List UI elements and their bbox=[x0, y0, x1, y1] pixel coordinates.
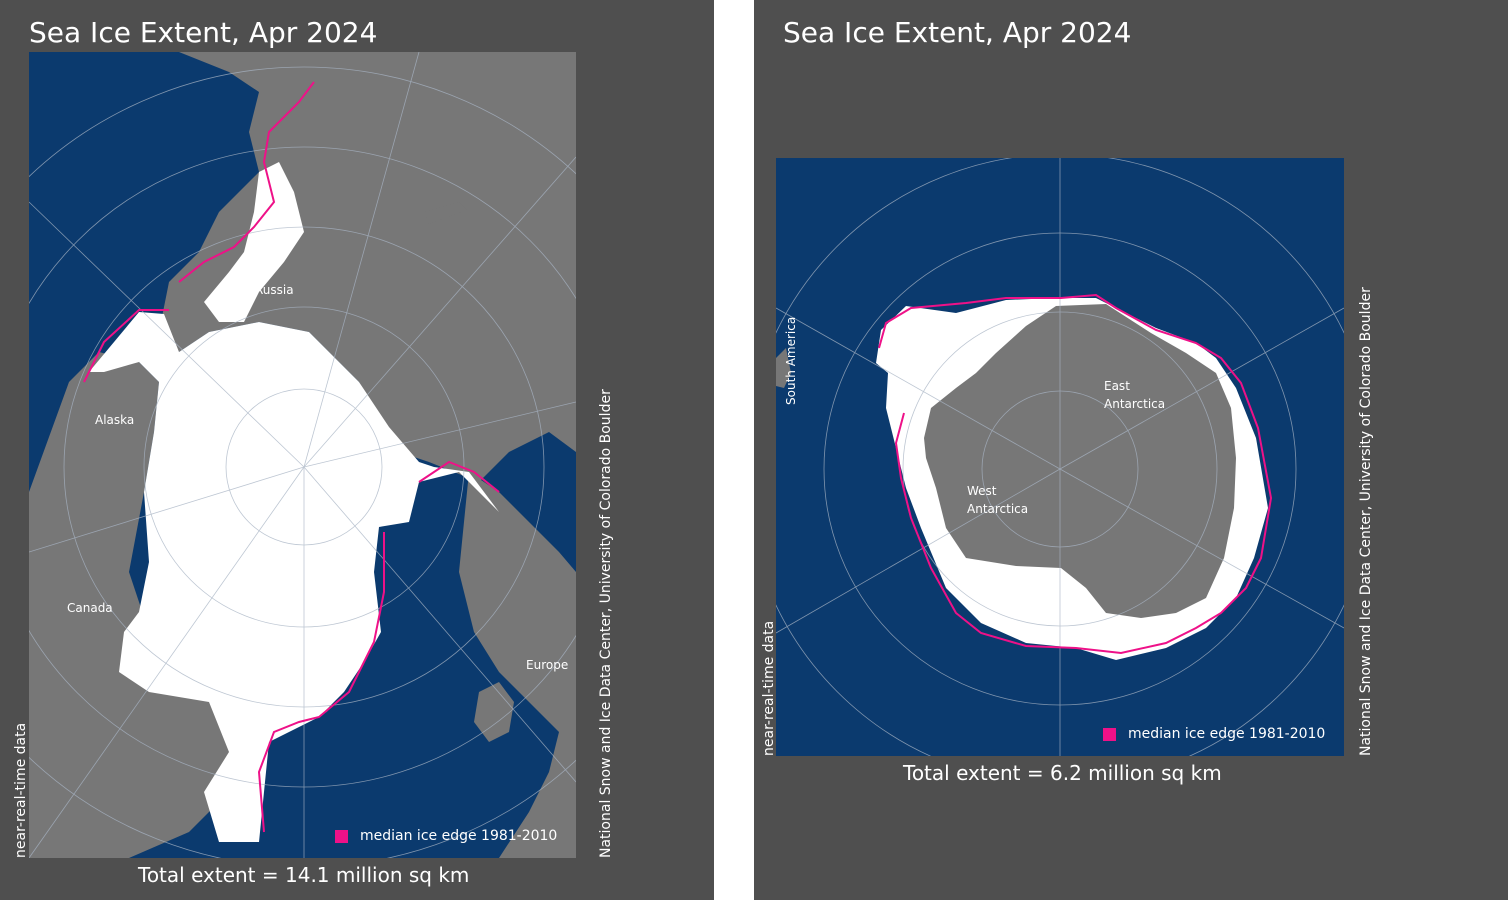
greenland-label: Greenland bbox=[275, 562, 337, 576]
antarctic-data-note: near-real-time data bbox=[761, 620, 777, 756]
arctic-data-note: near-real-time data bbox=[13, 722, 29, 858]
arctic-panel: Sea Ice Extent, Apr 2024 bbox=[0, 0, 714, 900]
arctic-credit: National Snow and Ice Data Center, Unive… bbox=[598, 389, 614, 858]
arctic-legend-label: median ice edge 1981-2010 bbox=[360, 828, 558, 844]
antarctica-landmass bbox=[924, 304, 1236, 618]
antarctic-legend: median ice edge 1981-2010 bbox=[1103, 726, 1325, 742]
antarctic-title: Sea Ice Extent, Apr 2024 bbox=[783, 16, 1132, 49]
south-america-landmass bbox=[776, 348, 791, 388]
arctic-graticule bbox=[29, 52, 576, 858]
antarctic-legend-label: median ice edge 1981-2010 bbox=[1128, 726, 1326, 742]
west-antarctica-label-1: West bbox=[967, 484, 997, 498]
uk-landmass bbox=[474, 682, 514, 742]
median-edge-swatch bbox=[335, 829, 348, 843]
arctic-median-edge bbox=[83, 81, 500, 833]
antarctic-map: East Antarctica West Antarctica South Am… bbox=[776, 158, 1344, 756]
arctic-map: Russia Alaska Greenland Canada Europe bbox=[29, 52, 576, 858]
europe-label: Europe bbox=[526, 658, 568, 672]
sakhalin-island bbox=[424, 202, 467, 224]
russia-label: Russia bbox=[255, 283, 294, 297]
europe-landmass bbox=[459, 472, 576, 858]
antarctic-graticule bbox=[776, 158, 1344, 756]
arctic-legend: median ice edge 1981-2010 bbox=[335, 828, 557, 844]
antarctic-median-edge bbox=[878, 293, 1273, 655]
arctic-title: Sea Ice Extent, Apr 2024 bbox=[29, 16, 378, 49]
antarctic-credit: National Snow and Ice Data Center, Unive… bbox=[1358, 287, 1374, 756]
antarctic-panel: Sea Ice Extent, Apr 2024 bbox=[754, 0, 1508, 900]
canada-label: Canada bbox=[67, 601, 113, 615]
east-antarctica-label-2: Antarctica bbox=[1104, 397, 1165, 411]
arctic-sea-ice bbox=[119, 314, 499, 842]
antarctic-total-extent: Total extent = 6.2 million sq km bbox=[903, 761, 1222, 785]
south-america-label: South America bbox=[784, 317, 798, 405]
north-america-landmass bbox=[29, 352, 244, 858]
west-antarctica-label-2: Antarctica bbox=[967, 502, 1028, 516]
arctic-total-extent: Total extent = 14.1 million sq km bbox=[138, 863, 470, 887]
alaska-label: Alaska bbox=[95, 413, 134, 427]
bering-ice bbox=[89, 312, 164, 372]
okhotsk-ice bbox=[204, 162, 304, 322]
russia-landmass bbox=[159, 52, 576, 482]
median-edge-swatch-south bbox=[1103, 727, 1116, 741]
east-antarctica-label-1: East bbox=[1104, 379, 1130, 393]
